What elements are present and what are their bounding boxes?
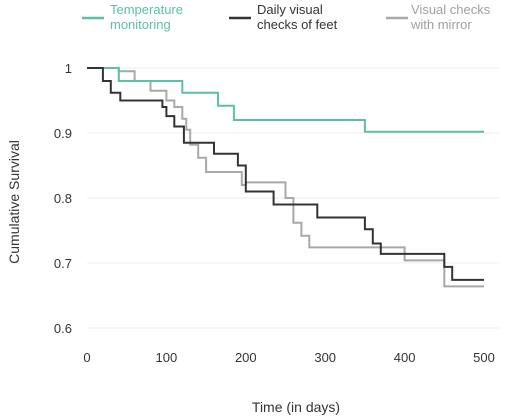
series-lines	[87, 67, 484, 288]
legend-label: checks of feet	[257, 17, 338, 32]
y-axis-title: Cumulative Survival	[6, 140, 22, 264]
x-tick-label: 500	[473, 350, 495, 365]
x-tick-label: 400	[394, 350, 416, 365]
y-axis-ticks: 0.6 0.7 0.8 0.9 1	[54, 61, 72, 336]
x-axis-ticks: 0 100 200 300 400 500	[83, 350, 494, 365]
legend-label: with mirror	[410, 17, 472, 32]
series-line-3	[87, 67, 484, 288]
x-axis-title: Time (in days)	[252, 399, 340, 415]
y-tick-label: 0.7	[54, 256, 72, 271]
x-tick-label: 0	[83, 350, 90, 365]
y-tick-label: 0.9	[54, 126, 72, 141]
legend-label: monitoring	[110, 17, 171, 32]
x-tick-label: 300	[314, 350, 336, 365]
y-tick-label: 0.8	[54, 191, 72, 206]
x-tick-label: 200	[235, 350, 257, 365]
series-line-1	[87, 67, 484, 133]
series-line-2	[87, 67, 484, 281]
legend-label: Daily visual	[257, 2, 323, 17]
y-tick-label: 0.6	[54, 321, 72, 336]
y-tick-label: 1	[65, 61, 72, 76]
legend-label: Visual checks	[411, 2, 491, 17]
legend-label: Temperature	[110, 2, 183, 17]
x-tick-label: 100	[156, 350, 178, 365]
